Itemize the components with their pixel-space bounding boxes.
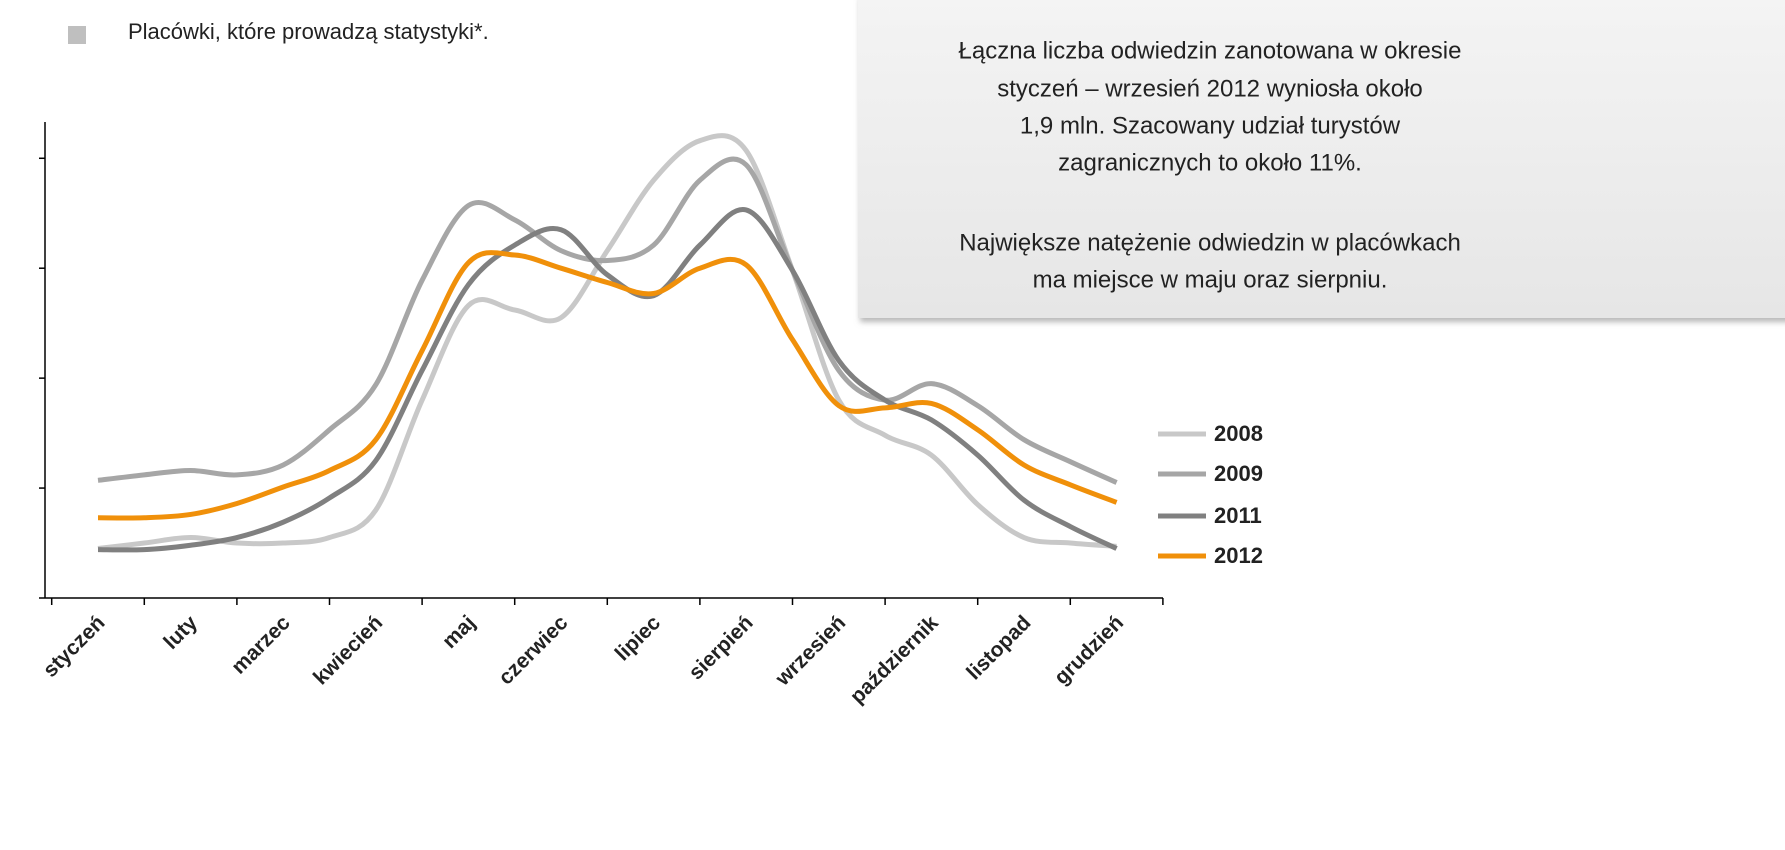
line [97,207,1118,553]
line [97,156,1118,485]
text-box-line: zagranicznych to około 11%. [1058,149,1362,176]
line [97,133,1117,552]
x-tick-label: kwiecień [309,611,387,689]
text-box [858,0,1785,318]
legend-label: 2008 [1214,421,1263,446]
x-tick-label: marzec [227,611,295,679]
text-box-line: ma miejsce w maju oraz sierpniu. [1033,266,1388,293]
x-tick-label: styczeń [39,611,110,682]
legend-label: 2011 [1214,503,1262,528]
x-tick-label: listopad [962,611,1035,684]
text-box-line: Łączna liczba odwiedzin zanotowana w okr… [959,37,1462,64]
line [97,250,1118,521]
legend-label: 2009 [1214,461,1263,486]
x-tick-label: czerwiec [494,611,572,689]
text-box-line: 1,9 mln. Szacowany udział turystów [1020,112,1401,139]
x-tick-label: październik [846,611,943,708]
text-box-line: Największe natężenie odwiedzin w placówk… [959,229,1461,256]
legend-label: 2012 [1214,543,1263,568]
note-marker [68,26,86,44]
note: Placówki, które prowadzą statystyki*. [128,19,489,44]
x-tick-label: maj [438,611,480,653]
text-box-line: styczeń – wrzesień 2012 wyniosła około [997,75,1423,102]
x-tick-label: wrzesień [771,611,851,691]
x-tick-label: grudzień [1050,611,1128,689]
x-tick-label: luty [159,611,202,654]
x-tick-label: lipiec [611,611,665,665]
x-tick-label: sierpień [684,611,757,684]
